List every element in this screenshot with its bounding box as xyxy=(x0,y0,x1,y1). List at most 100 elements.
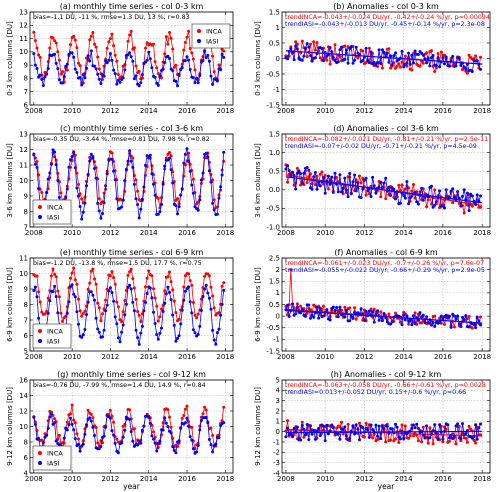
data-point-iasi xyxy=(188,68,192,71)
data-point-iasi xyxy=(183,152,187,156)
panel-h: (h) Anomalies - col 9-12 km 2008 2010 2012 2… xyxy=(254,370,491,483)
data-point-iasi xyxy=(436,56,440,60)
data-point-iasi xyxy=(99,82,103,85)
data-point-iasi xyxy=(323,191,327,195)
data-point-inca xyxy=(211,433,215,437)
data-point-inca xyxy=(115,59,119,63)
data-point-iasi xyxy=(412,314,415,318)
data-point-iasi xyxy=(201,59,205,62)
data-point-inca xyxy=(83,309,87,313)
data-point-iasi xyxy=(104,425,108,429)
y-tick-label: 9 xyxy=(24,192,28,200)
data-point-iasi xyxy=(412,61,415,65)
data-point-inca xyxy=(132,46,136,50)
data-point-inca xyxy=(408,434,412,438)
data-point-inca xyxy=(156,319,160,323)
data-point-iasi xyxy=(344,434,348,438)
data-point-iasi xyxy=(457,196,461,200)
data-point-iasi xyxy=(105,61,109,65)
x-tick-label: 2008 xyxy=(25,475,43,483)
data-point-iasi xyxy=(48,171,52,175)
data-point-iasi xyxy=(62,436,66,440)
data-point-iasi xyxy=(140,324,144,328)
data-point-iasi xyxy=(353,58,357,62)
data-point-inca xyxy=(137,314,141,317)
data-point-iasi xyxy=(434,64,438,68)
data-point-inca xyxy=(322,304,325,308)
data-point-iasi xyxy=(452,314,456,318)
data-point-inca xyxy=(163,52,167,56)
legend: INCA IASI xyxy=(191,23,231,49)
y-axis-label: 6-9 km columns [DU] xyxy=(6,267,14,342)
data-point-iasi xyxy=(77,194,80,198)
data-point-inca xyxy=(171,288,175,292)
data-point-iasi xyxy=(209,74,213,78)
data-point-inca xyxy=(341,432,345,436)
data-point-iasi xyxy=(83,201,87,205)
data-point-iasi xyxy=(155,449,159,453)
data-point-inca xyxy=(441,440,445,444)
data-point-inca xyxy=(436,52,440,56)
data-point-iasi xyxy=(70,155,74,159)
data-point-iasi xyxy=(204,415,208,419)
y-tick-label: 5 xyxy=(24,347,28,355)
data-point-iasi xyxy=(108,286,112,290)
data-point-inca xyxy=(80,314,84,318)
plot-frame xyxy=(29,11,234,106)
data-point-inca xyxy=(96,301,100,305)
data-point-iasi xyxy=(387,60,391,64)
data-point-iasi xyxy=(297,170,301,174)
data-point-iasi xyxy=(81,442,85,446)
data-point-iasi xyxy=(207,59,211,63)
data-point-iasi xyxy=(454,317,458,321)
data-point-inca xyxy=(358,421,361,425)
data-point-inca xyxy=(313,48,317,52)
data-point-inca xyxy=(451,201,455,205)
data-point-iasi xyxy=(348,172,352,175)
data-point-iasi xyxy=(214,342,218,346)
data-point-iasi xyxy=(51,148,55,152)
data-point-inca xyxy=(153,435,157,439)
data-point-iasi xyxy=(56,311,60,315)
data-point-iasi xyxy=(217,436,221,440)
data-point-iasi xyxy=(456,422,460,426)
data-point-iasi xyxy=(102,201,106,205)
data-point-iasi xyxy=(70,283,74,287)
data-point-iasi xyxy=(330,175,334,179)
data-point-inca xyxy=(457,425,461,428)
data-point-inca xyxy=(72,34,76,38)
data-point-iasi xyxy=(444,188,448,192)
data-point-iasi xyxy=(81,333,85,337)
data-point-inca xyxy=(379,195,383,199)
x-tick-label: 2010 xyxy=(63,107,81,115)
data-point-iasi xyxy=(459,325,463,328)
y-tick-label: -0.5 xyxy=(266,205,280,213)
data-point-iasi xyxy=(286,164,290,168)
data-point-inca xyxy=(113,53,117,57)
data-point-iasi xyxy=(384,176,388,180)
data-point-iasi xyxy=(32,415,36,419)
data-point-iasi xyxy=(164,292,168,296)
data-point-iasi xyxy=(413,322,417,325)
data-point-inca xyxy=(80,197,84,201)
y-tick-label: 10 xyxy=(19,270,28,278)
data-point-iasi xyxy=(421,53,425,57)
y-tick-label: 2.5 xyxy=(269,254,280,262)
data-point-inca xyxy=(134,178,138,182)
data-point-iasi xyxy=(343,57,347,61)
data-point-iasi xyxy=(113,178,117,182)
data-point-iasi xyxy=(207,438,211,441)
data-point-iasi xyxy=(112,433,116,437)
data-point-inca xyxy=(394,437,397,441)
data-point-inca xyxy=(335,426,339,430)
data-point-inca xyxy=(398,65,402,69)
x-tick-label: 2008 xyxy=(25,107,43,115)
data-point-inca xyxy=(168,31,171,34)
data-point-iasi xyxy=(304,433,307,437)
data-point-inca xyxy=(394,311,397,315)
data-point-iasi xyxy=(80,335,84,339)
data-point-iasi xyxy=(372,61,376,64)
data-point-inca xyxy=(182,414,186,417)
data-point-inca xyxy=(48,46,52,50)
y-tick-label: 11 xyxy=(19,35,28,43)
